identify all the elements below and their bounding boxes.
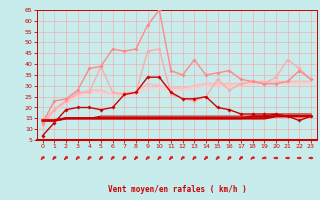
Text: Vent moyen/en rafales ( km/h ): Vent moyen/en rafales ( km/h )	[108, 185, 247, 194]
